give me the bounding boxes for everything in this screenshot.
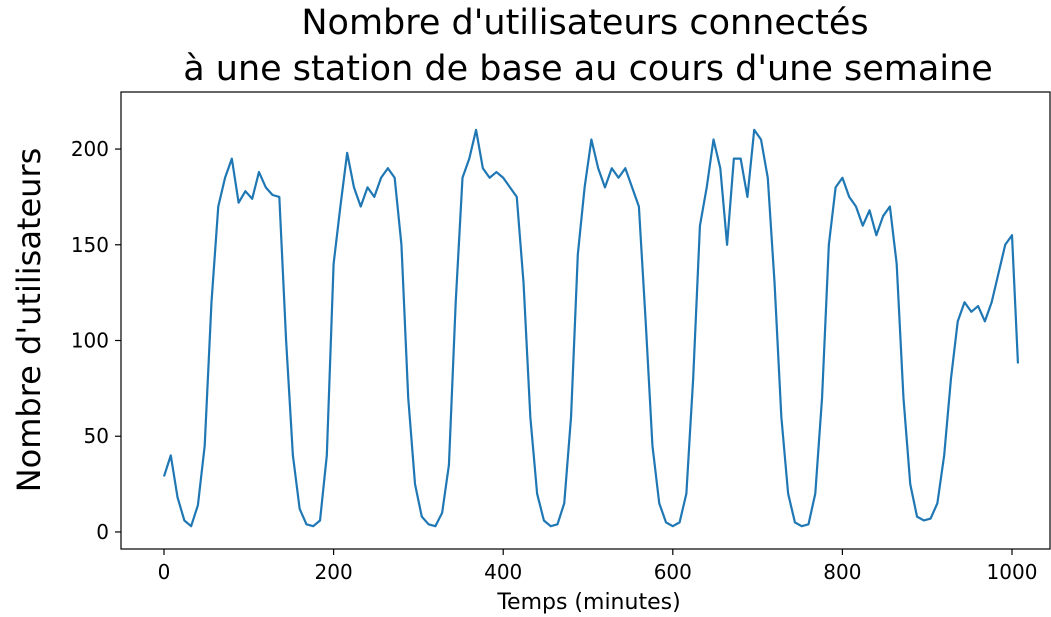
chart-title: à une station de base au cours d'une sem… <box>183 49 993 89</box>
y-tick-label: 100 <box>71 329 109 353</box>
axes-frame <box>120 91 1051 550</box>
y-axis-label: Nombre d'utilisateurs <box>10 148 48 493</box>
y-tick-label: 200 <box>71 137 109 161</box>
x-axis-label: Temps (minutes) <box>496 590 680 615</box>
chart-title: Nombre d'utilisateurs connectés <box>301 3 868 43</box>
y-tick-label: 0 <box>96 520 109 544</box>
y-tick-label: 150 <box>71 233 109 257</box>
x-tick-label: 600 <box>654 560 692 584</box>
x-tick-label: 400 <box>484 560 522 584</box>
x-tick-label: 0 <box>158 560 171 584</box>
y-tick-label: 50 <box>84 424 109 448</box>
x-tick-label: 800 <box>823 560 861 584</box>
x-tick-label: 200 <box>315 560 353 584</box>
data-line <box>162 128 1020 528</box>
x-tick-label: 1000 <box>987 560 1038 584</box>
